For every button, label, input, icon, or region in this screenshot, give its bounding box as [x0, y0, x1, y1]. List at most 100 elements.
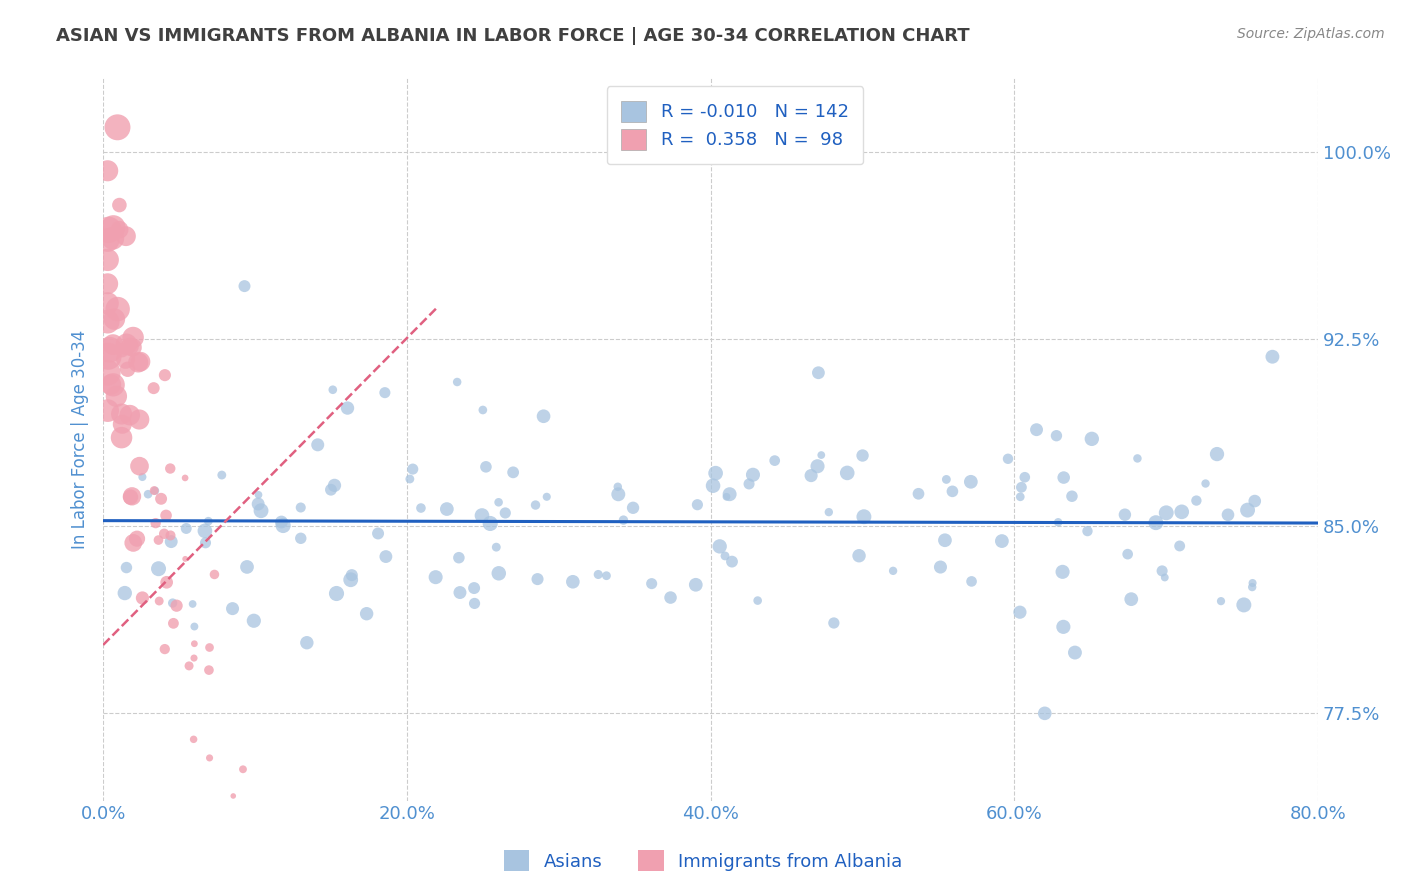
Point — [991, 534, 1014, 549]
Point — [1060, 489, 1083, 503]
Point — [1033, 706, 1056, 721]
Legend: Asians, Immigrants from Albania: Asians, Immigrants from Albania — [496, 843, 910, 879]
Point — [120, 490, 142, 504]
Point — [941, 484, 963, 499]
Point — [1170, 505, 1192, 519]
Point — [148, 533, 170, 547]
Point — [97, 163, 120, 178]
Point — [136, 487, 159, 501]
Point — [221, 843, 243, 857]
Point — [128, 412, 150, 426]
Point — [305, 843, 328, 857]
Point — [742, 467, 765, 482]
Point — [232, 762, 254, 776]
Point — [118, 339, 141, 353]
Point — [103, 220, 125, 235]
Point — [485, 540, 508, 554]
Point — [142, 381, 165, 395]
Point — [198, 751, 221, 765]
Point — [595, 568, 617, 582]
Point — [209, 804, 232, 818]
Point — [606, 480, 628, 494]
Point — [194, 536, 217, 550]
Point — [162, 596, 184, 610]
Point — [108, 198, 131, 212]
Point — [97, 233, 120, 247]
Point — [193, 822, 215, 836]
Point — [1391, 240, 1406, 254]
Point — [747, 593, 769, 607]
Point — [1154, 506, 1177, 520]
Point — [105, 389, 128, 403]
Point — [533, 409, 555, 424]
Point — [837, 466, 859, 480]
Point — [143, 483, 166, 498]
Point — [145, 516, 167, 530]
Point — [586, 567, 609, 582]
Point — [1010, 480, 1032, 494]
Point — [1008, 605, 1031, 619]
Point — [1081, 432, 1104, 446]
Point — [309, 843, 332, 857]
Point — [290, 531, 312, 545]
Point — [197, 514, 219, 528]
Point — [177, 659, 200, 673]
Point — [1064, 646, 1087, 660]
Legend: R = -0.010   N = 142, R =  0.358   N =  98: R = -0.010 N = 142, R = 0.358 N = 98 — [606, 87, 863, 164]
Point — [852, 509, 875, 524]
Point — [449, 585, 471, 599]
Point — [121, 489, 143, 503]
Point — [118, 408, 141, 422]
Point — [1233, 598, 1256, 612]
Point — [166, 599, 188, 613]
Point — [335, 843, 357, 857]
Point — [446, 375, 468, 389]
Point — [935, 472, 957, 486]
Point — [721, 555, 744, 569]
Point — [236, 560, 259, 574]
Point — [129, 354, 152, 368]
Point — [257, 843, 280, 857]
Point — [256, 843, 278, 857]
Point — [686, 498, 709, 512]
Point — [1168, 539, 1191, 553]
Point — [502, 466, 524, 480]
Point — [290, 500, 312, 515]
Point — [1076, 524, 1098, 538]
Point — [806, 459, 828, 474]
Point — [211, 468, 233, 483]
Point — [929, 560, 952, 574]
Point — [271, 518, 294, 533]
Point — [436, 502, 458, 516]
Point — [1047, 516, 1070, 530]
Point — [97, 277, 120, 291]
Point — [194, 524, 217, 538]
Point — [110, 407, 132, 421]
Point — [1153, 570, 1175, 584]
Point — [273, 843, 295, 857]
Point — [704, 466, 727, 480]
Point — [702, 479, 724, 493]
Point — [101, 337, 124, 351]
Point — [1114, 508, 1136, 522]
Point — [307, 438, 329, 452]
Point — [471, 508, 494, 523]
Point — [100, 377, 122, 392]
Point — [97, 223, 120, 237]
Point — [97, 296, 120, 310]
Point — [997, 451, 1019, 466]
Point — [1053, 470, 1076, 484]
Point — [198, 640, 221, 655]
Point — [295, 636, 318, 650]
Point — [823, 615, 845, 630]
Point — [242, 843, 264, 857]
Point — [475, 459, 498, 474]
Point — [718, 487, 741, 501]
Point — [148, 562, 170, 576]
Point — [97, 366, 120, 380]
Point — [851, 449, 873, 463]
Point — [101, 231, 124, 245]
Point — [1241, 576, 1264, 591]
Point — [127, 355, 149, 369]
Point — [243, 614, 266, 628]
